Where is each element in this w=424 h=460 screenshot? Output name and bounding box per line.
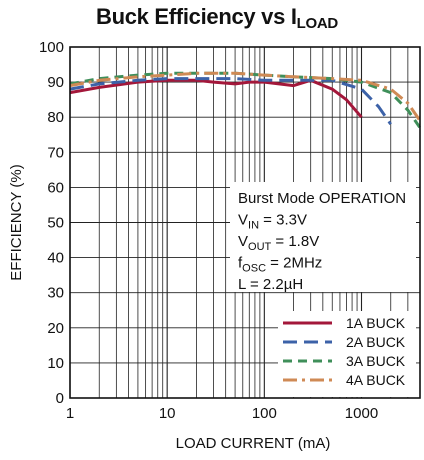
legend-label: 4A BUCK — [346, 372, 406, 388]
y-tick-label: 10 — [47, 355, 64, 372]
y-tick-label: 40 — [47, 250, 64, 267]
legend-background — [278, 311, 416, 397]
y-axis-label: EFFICIENCY (%) — [8, 164, 25, 280]
x-tick-label: 1000 — [345, 405, 378, 422]
plot-frame — [69, 46, 421, 399]
x-axis-label: LOAD CURRENT (mA) — [176, 435, 331, 452]
legend-label: 2A BUCK — [346, 334, 406, 350]
y-tick-label: 60 — [47, 179, 64, 196]
annotation-line: VIN = 3.3V — [238, 212, 307, 232]
series-line — [69, 78, 363, 119]
y-axis-ticks: 0 10 20 30 40 50 60 70 80 90 100 — [39, 39, 64, 407]
x-tick-label: 100 — [252, 405, 277, 422]
y-tick-label: 20 — [47, 320, 64, 337]
series-lines — [69, 71, 422, 129]
y-tick-label: 50 — [47, 215, 64, 232]
chart-title: Buck Efficiency vs ILOAD — [96, 4, 338, 32]
legend-label: 3A BUCK — [346, 353, 406, 369]
series-line — [69, 77, 392, 126]
annotation-background — [230, 182, 416, 292]
legend: 1A BUCK 2A BUCK 3A BUCK 4A BUCK — [278, 311, 416, 397]
annotation-line: L = 2.2µH — [238, 276, 303, 293]
chart-title-text: Buck Efficiency vs I — [96, 4, 297, 29]
y-tick-label: 70 — [47, 144, 64, 161]
y-tick-label: 100 — [39, 39, 64, 56]
series-line — [69, 71, 422, 122]
chart-title-subscript: LOAD — [296, 15, 339, 32]
y-tick-label: 90 — [47, 74, 64, 91]
x-axis-ticks: 1 10 100 1000 — [66, 405, 378, 422]
legend-label: 1A BUCK — [346, 315, 406, 331]
y-tick-label: 30 — [47, 285, 64, 302]
x-tick-label: 10 — [159, 405, 176, 422]
annotation-line: fOSC = 2MHz — [238, 255, 322, 275]
x-tick-label: 1 — [66, 405, 74, 422]
annotation-line: VOUT = 1.8V — [238, 233, 319, 253]
y-tick-label: 0 — [56, 390, 64, 407]
y-tick-label: 80 — [47, 109, 64, 126]
annotation-line: Burst Mode OPERATION — [238, 190, 406, 207]
